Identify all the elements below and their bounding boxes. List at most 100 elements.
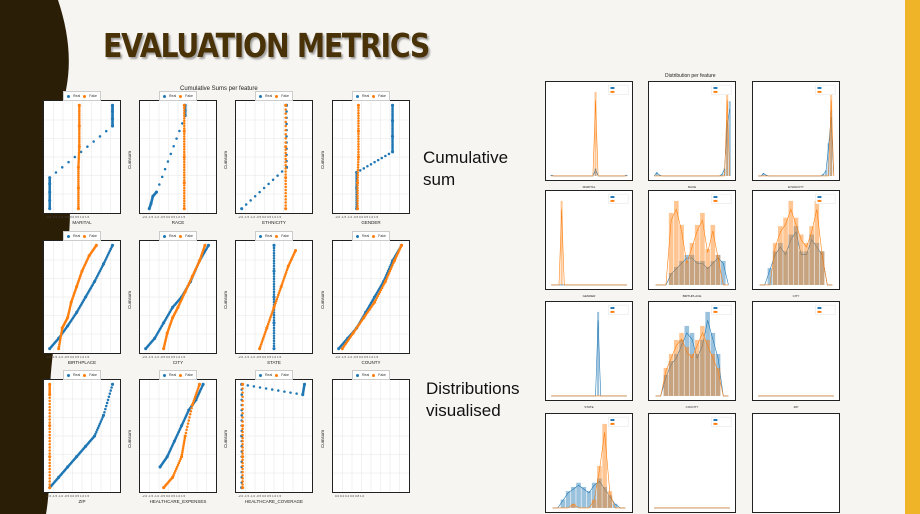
fake-point (270, 312, 274, 315)
fake-point (78, 114, 81, 117)
real-bar (586, 491, 592, 508)
fake-point (77, 188, 80, 192)
fake-point (58, 343, 61, 346)
fake-point (282, 277, 286, 280)
legend: Real Fake (159, 91, 197, 101)
distribution-subplot (752, 190, 840, 290)
fake-point (77, 124, 81, 128)
fake-point (259, 343, 263, 346)
fake-point (195, 391, 198, 394)
fake-point (377, 292, 381, 296)
real-bar (715, 353, 721, 396)
fake-point (241, 436, 244, 440)
fake-point (77, 163, 80, 167)
fake-point (264, 330, 267, 334)
real-bar (668, 272, 674, 285)
cumulative-figure-title: Cumulative Sums per feature (180, 86, 258, 92)
fake-bar (772, 242, 778, 285)
distribution-plot-area (653, 84, 732, 177)
legend-box (608, 84, 629, 95)
fake-point (182, 181, 186, 185)
fake-point (77, 176, 80, 179)
fake-point (77, 153, 81, 157)
real-legend-marker (356, 234, 359, 238)
fake-point (48, 424, 52, 428)
real-point (97, 424, 101, 427)
fake-bar (684, 346, 690, 396)
fake-point (77, 172, 80, 175)
fake-point (241, 458, 244, 462)
fake-legend-marker (713, 199, 718, 202)
fake-point (356, 129, 360, 133)
fake-point (379, 288, 383, 292)
real-point (272, 326, 276, 330)
legend-box (608, 304, 629, 315)
real-kde-line (758, 117, 835, 177)
real-point (272, 249, 276, 252)
real-point (175, 137, 178, 140)
fake-point (269, 314, 273, 317)
legend-box (815, 84, 836, 95)
real-legend-marker (163, 234, 166, 238)
fake-point (188, 416, 191, 419)
fake-point (282, 279, 285, 282)
fake-bar (602, 423, 607, 508)
fake-point (284, 173, 287, 176)
fake-point (78, 106, 81, 109)
real-legend-marker (259, 373, 262, 377)
fake-legend-marker (610, 199, 615, 202)
fake-point (241, 455, 245, 459)
real-point (73, 155, 77, 159)
fake-legend-marker (713, 422, 718, 425)
fake-point (48, 427, 51, 431)
legend: Real Fake (63, 370, 101, 380)
real-bar (700, 260, 705, 285)
fake-legend-label: Fake (89, 94, 97, 98)
fake-point (191, 401, 195, 405)
real-bar (689, 332, 695, 396)
fake-point (183, 114, 186, 117)
fake-point (357, 153, 360, 156)
fake-point (188, 413, 192, 416)
fake-point (59, 337, 62, 340)
fake-legend-label: Fake (378, 234, 386, 238)
fake-point (183, 109, 186, 112)
fake-point (357, 111, 360, 115)
fake-point (284, 120, 287, 124)
fake-point (182, 129, 186, 133)
fake-point (241, 412, 244, 415)
fake-point (284, 182, 287, 186)
fake-point (183, 137, 186, 141)
distribution-plot-area (759, 193, 836, 286)
fake-point (276, 295, 279, 299)
fake-bar (694, 224, 700, 285)
real-bar (674, 353, 679, 396)
real-bar (720, 174, 723, 176)
fake-bar (560, 200, 563, 285)
fake-point (178, 459, 182, 463)
fake-point (385, 276, 389, 279)
real-point (104, 129, 108, 133)
real-legend-marker (610, 419, 615, 421)
fake-bar (700, 325, 705, 396)
legend: Real Fake (255, 231, 293, 241)
fake-point (241, 483, 244, 486)
real-point (79, 150, 83, 154)
real-point (267, 182, 270, 186)
fake-point (356, 204, 359, 208)
fake-point (77, 151, 81, 155)
real-point (163, 167, 167, 171)
fake-point (356, 160, 360, 164)
real-kde-line (655, 257, 729, 286)
real-bar (822, 174, 825, 176)
fake-bar (710, 224, 716, 285)
fake-bar (830, 91, 833, 176)
distribution-subplot (648, 301, 736, 401)
real-point (105, 401, 109, 405)
real-legend-label: Real (169, 373, 177, 377)
real-bar (591, 482, 597, 508)
cumsum-xlabel: CITY (172, 360, 184, 365)
fake-point (181, 449, 184, 452)
fake-point (283, 275, 287, 278)
fake-point (284, 160, 287, 164)
